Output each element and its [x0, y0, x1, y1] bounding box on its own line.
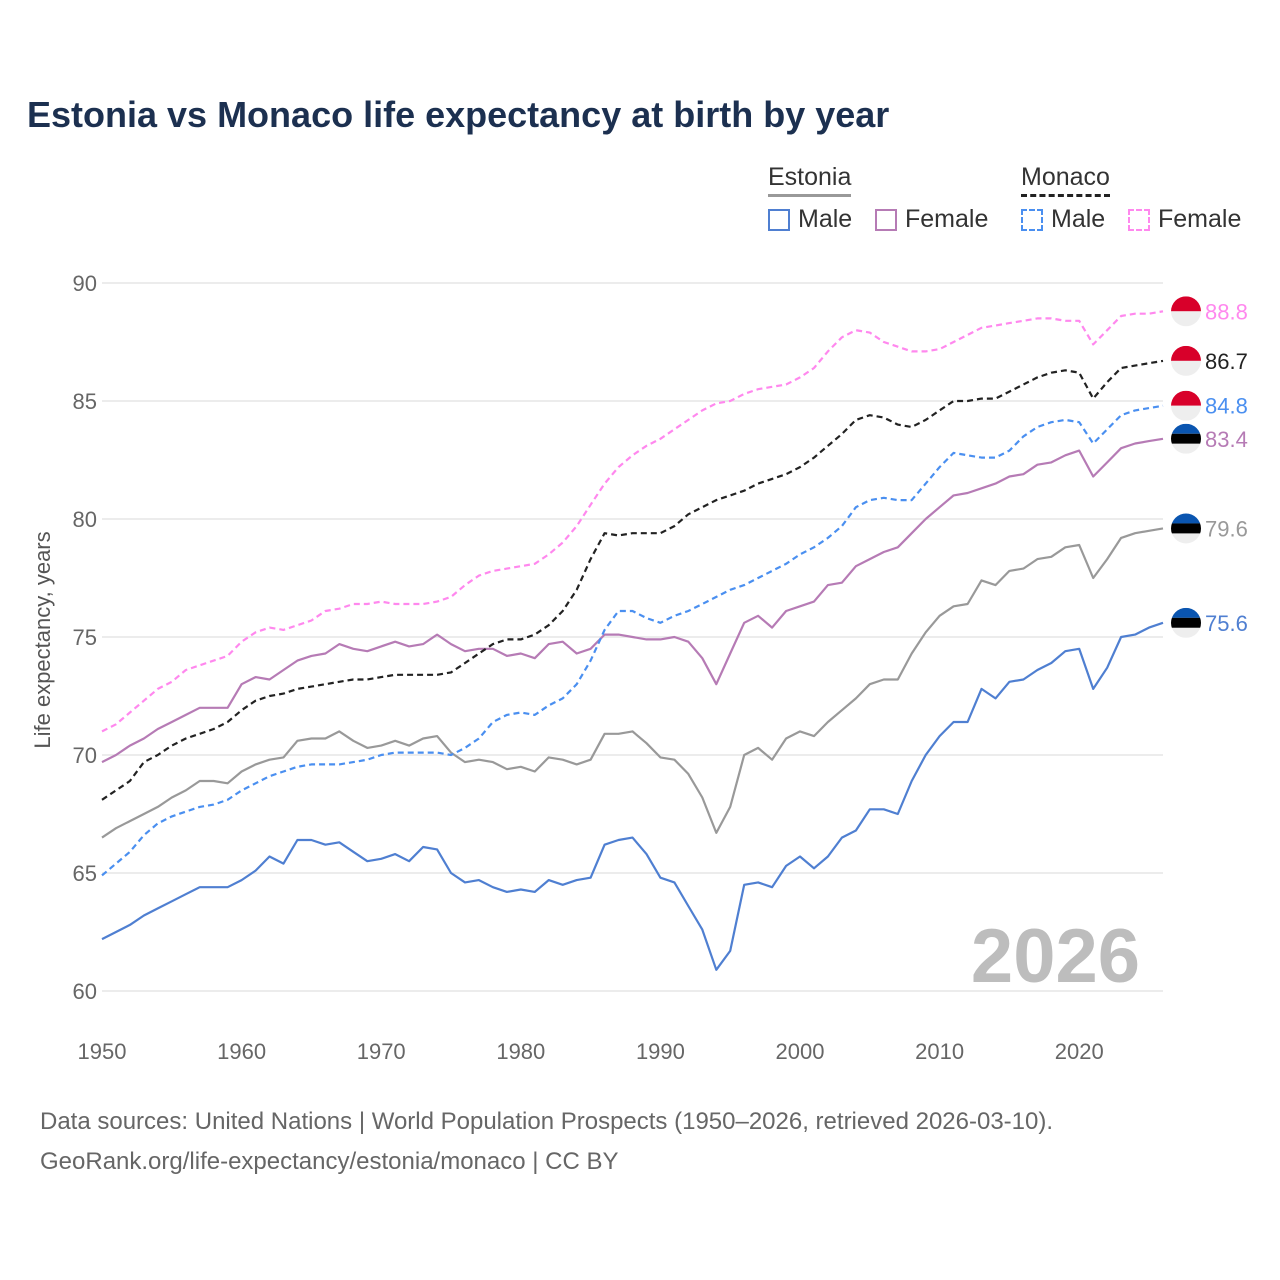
- x-tick-label: 1990: [636, 1039, 685, 1064]
- source-line-1: Data sources: United Nations | World Pop…: [40, 1108, 1054, 1135]
- flag-monaco-icon: [1171, 390, 1201, 421]
- chart-plot: Life expectancy, years 2026 60 65 70 75 80 85…: [30, 271, 1248, 1064]
- y-tick-label: 60: [73, 979, 97, 1004]
- flag-estonia-icon: [1171, 513, 1201, 544]
- end-value-label: 75.6: [1205, 611, 1248, 636]
- legend-item-estonia-male[interactable]: Male: [768, 205, 852, 234]
- end-value-label: 79.6: [1205, 516, 1248, 541]
- year-watermark: 2026: [971, 914, 1140, 999]
- y-tick-label: 70: [73, 743, 97, 768]
- x-tick-label: 2000: [776, 1039, 825, 1064]
- legend-group-estonia: Estonia: [768, 163, 852, 197]
- source-line-2[interactable]: GeoRank.org/life-expectancy/estonia/mona…: [40, 1148, 619, 1175]
- series-line-monaco-total: [101, 359, 1164, 801]
- x-tick-label: 1950: [78, 1039, 127, 1064]
- series-line-monaco-female: [101, 310, 1164, 733]
- x-tick-label: 2020: [1055, 1039, 1104, 1064]
- chart-title: Estonia vs Monaco life expectancy at bir…: [27, 94, 890, 135]
- legend-label: Male: [1051, 205, 1106, 233]
- flag-estonia-icon: [1171, 607, 1201, 638]
- y-tick-label: 80: [73, 507, 97, 532]
- end-value-label: 84.8: [1205, 394, 1248, 419]
- series-line-estonia-total: [101, 527, 1164, 839]
- flag-estonia-icon: [1171, 423, 1201, 454]
- y-tick-label: 85: [73, 389, 97, 414]
- legend-group-monaco: Monaco: [1021, 163, 1110, 197]
- legend-item-monaco-female[interactable]: Female: [1128, 205, 1241, 234]
- x-tick-label: 1960: [217, 1039, 266, 1064]
- legend-label: Female: [905, 205, 989, 233]
- x-tick-label: 2010: [915, 1039, 964, 1064]
- y-tick-label: 90: [73, 271, 97, 296]
- y-tick-label: 65: [73, 861, 97, 886]
- legend-swatch: [875, 208, 897, 231]
- legend-label: Male: [798, 205, 853, 233]
- legend-item-monaco-male[interactable]: Male: [1021, 205, 1105, 234]
- end-value-label: 83.4: [1205, 427, 1248, 452]
- series-line-estonia-male: [101, 621, 1164, 971]
- x-tick-label: 1970: [357, 1039, 406, 1064]
- legend-swatch: [1021, 208, 1043, 231]
- flag-monaco-icon: [1171, 296, 1201, 327]
- x-tick-label: 1980: [496, 1039, 545, 1064]
- legend-swatch: [768, 208, 790, 231]
- end-value-label: 88.8: [1205, 299, 1248, 324]
- legend-item-estonia-female[interactable]: Female: [875, 205, 988, 234]
- series-line-estonia-female: [101, 437, 1164, 764]
- legend-swatch: [1128, 208, 1150, 231]
- flag-monaco-icon: [1171, 345, 1201, 376]
- end-value-label: 86.7: [1205, 349, 1248, 374]
- y-tick-label: 75: [73, 625, 97, 650]
- legend-label: Female: [1158, 205, 1242, 233]
- y-axis-label: Life expectancy, years: [30, 531, 55, 748]
- series-line-monaco-male: [101, 404, 1164, 877]
